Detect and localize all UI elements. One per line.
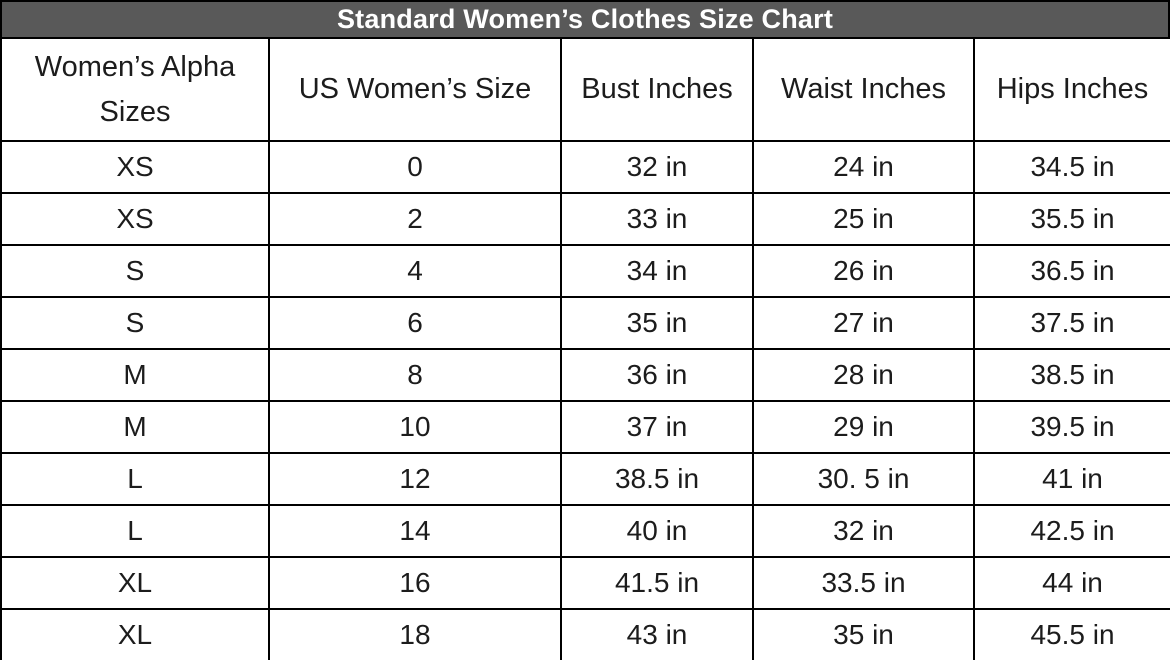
table-cell: 12 — [268, 452, 562, 506]
table-cell: XL — [0, 556, 270, 610]
table-cell: 25 in — [752, 192, 975, 246]
table-cell: 27 in — [752, 296, 975, 350]
table-cell: XL — [0, 608, 270, 660]
table-cell: 34 in — [560, 244, 754, 298]
table-cell: 28 in — [752, 348, 975, 402]
table-cell: 14 — [268, 504, 562, 558]
table-cell: 39.5 in — [973, 400, 1170, 454]
table-header: Women’s Alpha Sizes US Women’s Size Bust I… — [0, 37, 1170, 142]
table-cell: 35 in — [752, 608, 975, 660]
table-cell: L — [0, 452, 270, 506]
table-cell: 2 — [268, 192, 562, 246]
table-cell: 32 in — [560, 140, 754, 194]
table-cell: XS — [0, 192, 270, 246]
table-row: S 4 34 in 26 in 36.5 in — [0, 244, 1170, 298]
table-cell: 37.5 in — [973, 296, 1170, 350]
table-cell: L — [0, 504, 270, 558]
table-cell: M — [0, 348, 270, 402]
table-row: L 12 38.5 in 30. 5 in 41 in — [0, 452, 1170, 506]
table-cell: 16 — [268, 556, 562, 610]
table-row: M 8 36 in 28 in 38.5 in — [0, 348, 1170, 402]
table-cell: 41.5 in — [560, 556, 754, 610]
table-cell: 6 — [268, 296, 562, 350]
table-cell: 45.5 in — [973, 608, 1170, 660]
table-cell: 33 in — [560, 192, 754, 246]
table-cell: 35.5 in — [973, 192, 1170, 246]
table-cell: 38.5 in — [973, 348, 1170, 402]
column-header: US Women’s Size — [268, 37, 562, 142]
table-row: L 14 40 in 32 in 42.5 in — [0, 504, 1170, 558]
table-cell: M — [0, 400, 270, 454]
column-header: Waist Inches — [752, 37, 975, 142]
table-cell: 41 in — [973, 452, 1170, 506]
table-cell: 32 in — [752, 504, 975, 558]
column-header: Hips Inches — [973, 37, 1170, 142]
column-header: Women’s Alpha Sizes — [0, 37, 270, 142]
table-cell: 42.5 in — [973, 504, 1170, 558]
table-cell: S — [0, 244, 270, 298]
table-body: XS 0 32 in 24 in 34.5 in XS 2 33 in 25 in 35.5 in… — [0, 140, 1170, 660]
table-cell: 34.5 in — [973, 140, 1170, 194]
table-cell: 37 in — [560, 400, 754, 454]
table-cell: 24 in — [752, 140, 975, 194]
table-cell: 8 — [268, 348, 562, 402]
table-cell: 29 in — [752, 400, 975, 454]
table-cell: 43 in — [560, 608, 754, 660]
table-cell: 30. 5 in — [752, 452, 975, 506]
table-cell: 26 in — [752, 244, 975, 298]
table-cell: 44 in — [973, 556, 1170, 610]
table-cell: 10 — [268, 400, 562, 454]
table-cell: 0 — [268, 140, 562, 194]
table-cell: 36 in — [560, 348, 754, 402]
table-cell: 36.5 in — [973, 244, 1170, 298]
table-cell: 40 in — [560, 504, 754, 558]
column-header: Bust Inches — [560, 37, 754, 142]
table-row: XS 2 33 in 25 in 35.5 in — [0, 192, 1170, 246]
table-cell: 38.5 in — [560, 452, 754, 506]
chart-title: Standard Women’s Clothes Size Chart — [0, 0, 1170, 37]
table-cell: 18 — [268, 608, 562, 660]
size-table: Women’s Alpha Sizes US Women’s Size Bust I… — [0, 37, 1170, 660]
table-cell: 33.5 in — [752, 556, 975, 610]
table-cell: XS — [0, 140, 270, 194]
table-cell: 35 in — [560, 296, 754, 350]
table-cell: 4 — [268, 244, 562, 298]
table-row: XL 16 41.5 in 33.5 in 44 in — [0, 556, 1170, 610]
table-row: M 10 37 in 29 in 39.5 in — [0, 400, 1170, 454]
table-row: XS 0 32 in 24 in 34.5 in — [0, 140, 1170, 194]
table-row: XL 18 43 in 35 in 45.5 in — [0, 608, 1170, 660]
table-cell: S — [0, 296, 270, 350]
table-row: S 6 35 in 27 in 37.5 in — [0, 296, 1170, 350]
table-header-row: Women’s Alpha Sizes US Women’s Size Bust I… — [0, 37, 1170, 142]
